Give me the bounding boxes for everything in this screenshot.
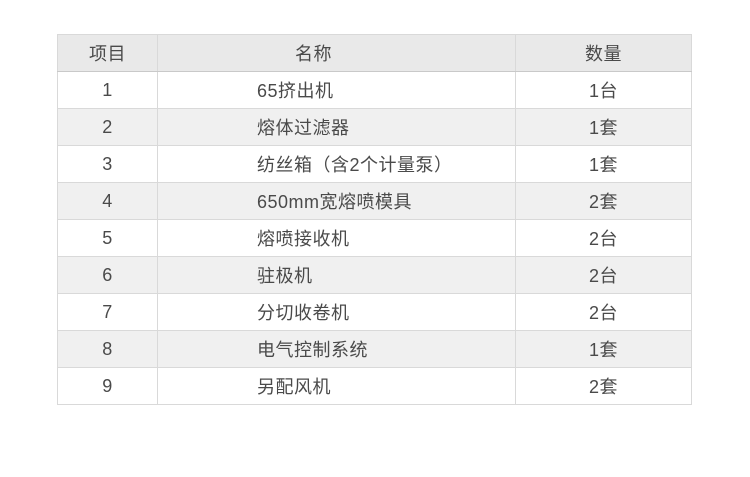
cell-name: 熔体过滤器	[157, 108, 516, 146]
table-row: 9 另配风机 2套	[57, 367, 692, 405]
cell-qty: 1套	[515, 145, 692, 183]
cell-qty: 1台	[515, 71, 692, 109]
table-row: 3 纺丝箱（含2个计量泵） 1套	[57, 145, 692, 183]
cell-qty: 2套	[515, 182, 692, 220]
cell-name: 熔喷接收机	[157, 219, 516, 257]
equipment-table-container: 项目 名称 数量 1 65挤出机 1台 2 熔体过滤器 1套 3	[57, 34, 692, 405]
cell-item: 8	[57, 330, 158, 368]
cell-item: 3	[57, 145, 158, 183]
col-header-qty: 数量	[515, 34, 692, 72]
equipment-table: 项目 名称 数量 1 65挤出机 1台 2 熔体过滤器 1套 3	[57, 34, 692, 405]
table-row: 6 驻极机 2台	[57, 256, 692, 294]
header-row: 项目 名称 数量	[57, 34, 692, 72]
cell-item: 2	[57, 108, 158, 146]
cell-qty: 2台	[515, 256, 692, 294]
cell-item: 6	[57, 256, 158, 294]
cell-name: 另配风机	[157, 367, 516, 405]
cell-name: 650mm宽熔喷模具	[157, 182, 516, 220]
cell-qty: 2台	[515, 219, 692, 257]
col-header-item: 项目	[57, 34, 158, 72]
table-header: 项目 名称 数量	[57, 34, 692, 72]
cell-item: 1	[57, 71, 158, 109]
cell-name: 电气控制系统	[157, 330, 516, 368]
cell-name: 分切收卷机	[157, 293, 516, 331]
table-row: 4 650mm宽熔喷模具 2套	[57, 182, 692, 220]
cell-name: 纺丝箱（含2个计量泵）	[157, 145, 516, 183]
cell-item: 7	[57, 293, 158, 331]
cell-qty: 1套	[515, 330, 692, 368]
cell-item: 9	[57, 367, 158, 405]
table-row: 5 熔喷接收机 2台	[57, 219, 692, 257]
cell-name: 驻极机	[157, 256, 516, 294]
col-header-name: 名称	[157, 34, 516, 72]
table-body: 1 65挤出机 1台 2 熔体过滤器 1套 3 纺丝箱（含2个计量泵） 1套 4…	[57, 71, 692, 405]
cell-qty: 2台	[515, 293, 692, 331]
table-row: 2 熔体过滤器 1套	[57, 108, 692, 146]
cell-item: 4	[57, 182, 158, 220]
cell-item: 5	[57, 219, 158, 257]
cell-qty: 2套	[515, 367, 692, 405]
cell-qty: 1套	[515, 108, 692, 146]
table-row: 1 65挤出机 1台	[57, 71, 692, 109]
cell-name: 65挤出机	[157, 71, 516, 109]
table-row: 7 分切收卷机 2台	[57, 293, 692, 331]
table-row: 8 电气控制系统 1套	[57, 330, 692, 368]
